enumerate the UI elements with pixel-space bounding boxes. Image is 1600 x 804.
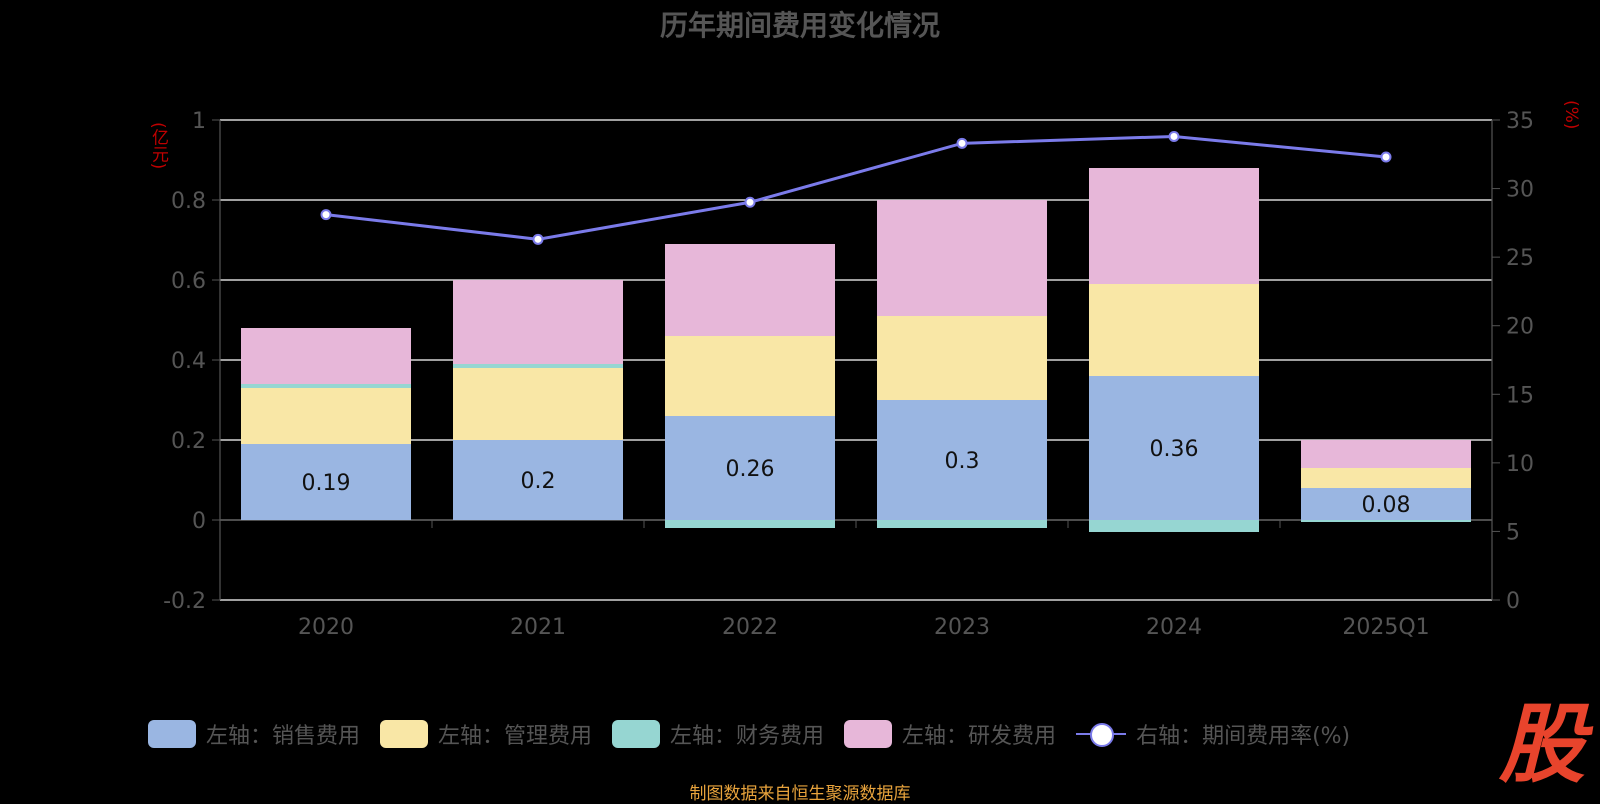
right-axis-unit: (%) xyxy=(1561,100,1581,130)
bar-value-label: 0.2 xyxy=(521,469,556,494)
left-tick-label: 0.4 xyxy=(171,349,206,374)
data-source-note: 制图数据来自恒生聚源数据库 xyxy=(689,784,911,804)
left-tick-label: 0.2 xyxy=(171,429,206,454)
legend-swatch-sales xyxy=(148,720,196,748)
left-tick-label: 0.8 xyxy=(171,189,206,214)
legend-item-admin[interactable]: 左轴：管理费用 xyxy=(380,718,592,750)
legend-label-finance: 左轴：财务费用 xyxy=(670,724,825,749)
bar-segment xyxy=(241,388,411,444)
bar-segment xyxy=(241,444,411,520)
legend-line-marker-icon xyxy=(1076,720,1127,748)
bar-segment xyxy=(1301,468,1471,488)
x-tick-label: 2020 xyxy=(298,615,354,640)
expense-ratio-point xyxy=(532,233,544,245)
bar-segment xyxy=(453,280,623,364)
right-tick-label: 0 xyxy=(1506,589,1520,614)
right-tick-label: 20 xyxy=(1506,315,1534,340)
bar-segment xyxy=(877,316,1047,400)
x-tick-label: 2022 xyxy=(722,615,778,640)
brand-logo-icon: 股 xyxy=(1499,695,1585,795)
bar-value-label: 0.26 xyxy=(726,457,775,482)
bar-value-label: 0.08 xyxy=(1362,493,1411,518)
bar-segment xyxy=(453,364,623,368)
x-tick-label: 2021 xyxy=(510,615,566,640)
legend-swatch-rnd xyxy=(844,720,893,748)
expense-ratio-point xyxy=(744,196,756,208)
left-tick-label: 0 xyxy=(192,509,206,534)
legend-label-expense-ratio: 右轴：期间费用率(%) xyxy=(1136,724,1351,749)
bar-value-label: 0.3 xyxy=(945,449,980,474)
expense-ratio-point xyxy=(320,209,332,221)
right-tick-label: 30 xyxy=(1506,178,1534,203)
bar-segment xyxy=(1301,520,1471,522)
legend-label-rnd: 左轴：研发费用 xyxy=(902,724,1057,749)
legend-item-rnd[interactable]: 左轴：研发费用 xyxy=(844,718,1056,750)
bar-segment xyxy=(877,400,1047,520)
bar-segment xyxy=(1301,488,1471,520)
legend-label-sales: 左轴：销售费用 xyxy=(206,724,361,749)
bar-segment xyxy=(1089,376,1259,520)
legend-item-expense-ratio[interactable]: 右轴：期间费用率(%) xyxy=(1076,718,1350,750)
bar-segment xyxy=(877,200,1047,316)
chart-title: 历年期间费用变化情况 xyxy=(659,9,940,42)
bar-segment xyxy=(241,384,411,388)
right-tick-label: 15 xyxy=(1506,383,1534,408)
bar-segment xyxy=(665,336,835,416)
left-tick-label: -0.2 xyxy=(163,589,206,614)
bar-segment xyxy=(1089,520,1259,532)
left-axis-unit: (亿元) xyxy=(148,122,168,170)
right-tick-label: 35 xyxy=(1506,109,1534,134)
right-tick-label: 10 xyxy=(1506,452,1534,477)
bar-segment xyxy=(877,520,1047,528)
bar-segment xyxy=(1089,284,1259,376)
bar-segment xyxy=(665,416,835,520)
legend-swatch-admin xyxy=(380,720,429,748)
expense-ratio-point xyxy=(956,137,968,149)
bar-value-label: 0.36 xyxy=(1150,437,1199,462)
bar-segment xyxy=(1089,168,1259,284)
x-tick-label: 2024 xyxy=(1146,615,1202,640)
expense-ratio-point xyxy=(1380,151,1392,163)
x-tick-label: 2025Q1 xyxy=(1342,615,1429,640)
legend-item-sales[interactable]: 左轴：销售费用 xyxy=(148,718,360,750)
left-tick-label: 0.6 xyxy=(171,269,206,294)
bar-value-label: 0.19 xyxy=(302,471,351,496)
bar-segment xyxy=(453,440,623,520)
expense-ratio-line xyxy=(325,134,1387,241)
bar-segment xyxy=(241,328,411,384)
bar-segment xyxy=(453,368,623,440)
expense-ratio-point xyxy=(1168,130,1180,142)
right-tick-label: 5 xyxy=(1506,520,1520,545)
x-tick-label: 2023 xyxy=(934,615,990,640)
bar-segment xyxy=(665,244,835,336)
bar-segment xyxy=(665,520,835,528)
legend-label-admin: 左轴：管理费用 xyxy=(438,724,593,749)
bar-segment xyxy=(1301,440,1471,468)
legend-swatch-finance xyxy=(612,720,661,748)
right-tick-label: 25 xyxy=(1506,246,1534,271)
legend-item-finance[interactable]: 左轴：财务费用 xyxy=(612,718,824,750)
left-tick-label: 1 xyxy=(192,109,206,134)
chart-legend: 左轴：销售费用 左轴：管理费用 左轴：财务费用 左轴：研发费用 右轴：期间费用率… xyxy=(148,718,1350,750)
